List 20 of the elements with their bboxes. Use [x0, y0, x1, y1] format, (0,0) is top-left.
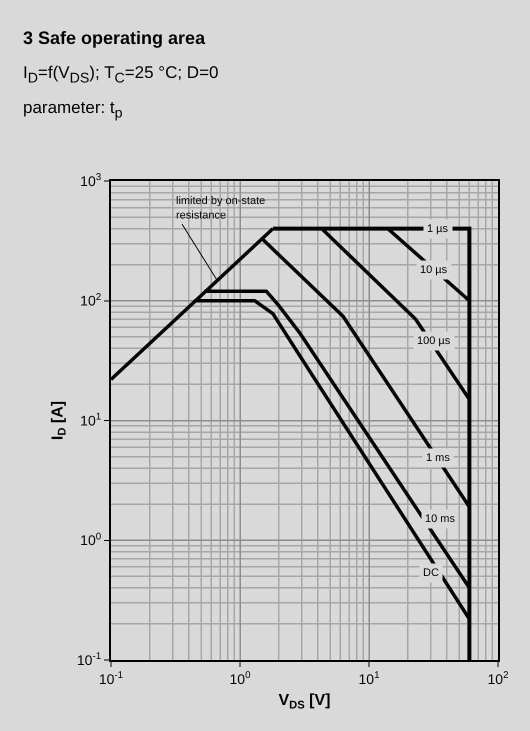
x-tick-label: 10$^{2}$	[487, 670, 509, 687]
y-tick-label: 10$^{2}$	[80, 292, 102, 309]
y-tick-label: 10$^{0}$	[80, 531, 102, 548]
y-tick-label: 10$^{-1}$	[76, 651, 102, 668]
chart-subtitle: I$_{D}$=f(V$_{DS}$); T$_{C}$=25 °C; D=0	[23, 63, 218, 86]
x-axis-title: V$_{DS}$ [V]	[278, 692, 330, 712]
chart-title: 3 Safe operating area	[23, 28, 206, 49]
annotation: limited by on-state resistance	[176, 195, 266, 222]
x-tick-label: 10$^{-1}$	[98, 670, 124, 687]
x-tick-label: 10$^{0}$	[229, 670, 252, 687]
annotation: 1 µs	[427, 223, 449, 235]
x-tick-label: 10$^{1}$	[358, 670, 380, 687]
y-tick-label: 10$^{1}$	[80, 412, 102, 428]
annotation: 10 ms	[425, 513, 456, 525]
annotation: DC	[423, 567, 439, 579]
annotation: 10 µs	[420, 264, 448, 276]
annotation: 1 ms	[426, 452, 450, 464]
y-tick-label: 10$^{3}$	[80, 172, 102, 189]
text: parameter: t$_{p}$	[23, 98, 124, 122]
annotation: 100 µs	[417, 335, 451, 347]
